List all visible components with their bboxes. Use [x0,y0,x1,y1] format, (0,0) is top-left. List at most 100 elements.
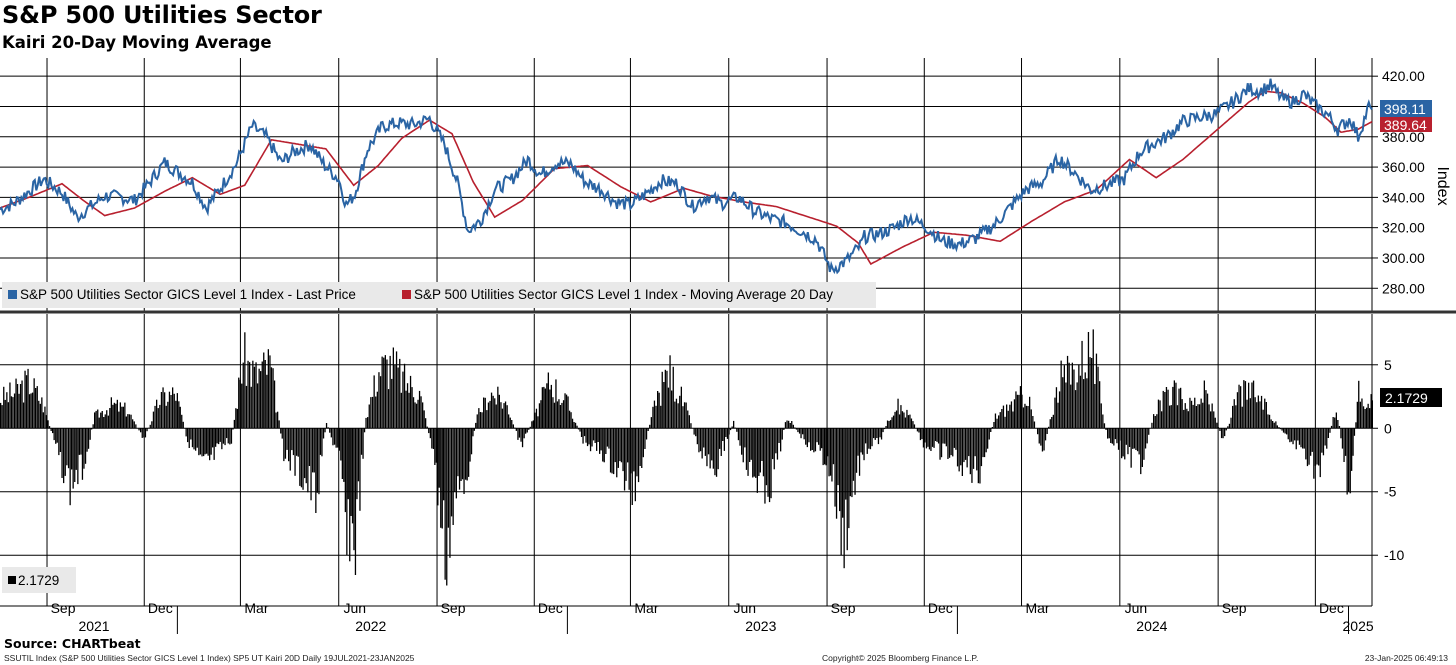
kairi-bar [669,355,671,429]
kairi-bar [244,332,246,429]
kairi-bar [438,428,440,488]
kairi-bar [549,389,551,429]
kairi-bar [429,428,431,439]
kairi-bar [289,428,291,471]
kairi-bar [512,424,514,429]
kairi-bar [597,428,599,442]
kairi-bar [623,428,626,491]
kairi-bar [1146,428,1148,444]
kairi-bar [1156,414,1158,429]
kairi-bar [224,428,226,446]
kairi-bar [24,370,26,429]
x-month-label: Dec [1319,600,1344,616]
kairi-bar [1286,428,1288,435]
kairi-bar [1211,403,1213,429]
x-month-label: Dec [538,600,563,616]
kairi-bar [381,356,383,429]
kairi-bar [100,412,102,429]
kairi-bar [360,428,363,455]
kairi-bar [854,428,856,495]
chart-title: S&P 500 Utilities Sector [2,1,322,29]
kairi-bar [31,392,34,429]
kairi-bar [1060,360,1062,429]
kairi-bar [1308,428,1310,465]
kairi-bar [1041,428,1044,452]
x-year-label: 2024 [1136,618,1167,634]
kairi-bar [541,387,543,429]
kairi-last-value: 2.1729 [1385,390,1428,406]
kairi-bar [1044,428,1047,441]
kairi-bar [879,428,881,438]
kairi-bar [559,405,562,429]
kairi-bar [213,428,215,460]
kairi-bar [627,428,629,463]
kairi-bar [802,428,804,435]
kairi-bar [930,428,932,451]
kairi-bar [947,428,949,459]
kairi-bar [608,428,610,449]
kairi-bar [1259,401,1261,429]
kairi-bar [987,428,989,449]
legend-swatch-price [8,290,17,299]
kairi-bar [832,428,835,465]
kairi-bar [19,384,22,429]
kairi-bar [338,428,340,451]
kairi-bar [1338,426,1341,429]
kairi-bar [487,402,490,429]
kairi-bar [824,428,826,465]
kairi-bar [983,428,986,458]
kairi-bar [1038,428,1040,444]
kairi-bar [639,428,641,466]
kairi-bar [1289,428,1291,443]
kairi-bar [999,412,1001,429]
kairi-bar [849,428,851,497]
kairi-bar [690,423,692,429]
price-last-value: 398.11 [1384,101,1426,117]
kairi-bar [688,415,690,429]
kairi-bar [990,428,992,432]
kairi-bar [866,428,868,454]
kairi-bar [1246,399,1248,429]
kairi-bar [1051,417,1053,429]
kairi-bar [577,428,580,430]
kairi-bar [1007,410,1009,429]
kairi-bar [1192,404,1194,429]
kairi-bar [272,368,274,429]
kairi-bar [245,385,248,429]
kairi-bar [778,428,780,443]
kairi-bar [567,396,569,429]
kairi-bar [528,428,530,430]
kairi-bar [1249,398,1251,429]
kairi-bar [1178,388,1180,429]
kairi-bar [822,428,824,466]
kairi-bar [1009,404,1011,429]
kairi-bar [546,383,548,429]
x-month-label: Dec [928,600,953,616]
kairi-bar [58,428,60,456]
kairi-bar [829,428,832,476]
kairi-bar [537,416,539,429]
kairi-bar [1136,428,1139,452]
kairi-bar [242,362,244,429]
kairi-bar [13,393,16,429]
chart-subtitle: Kairi 20-Day Moving Average [2,33,272,52]
kairi-bar [1074,390,1077,429]
kairi-bar [1021,394,1023,429]
kairi-bar [1355,422,1357,429]
kairi-bar [685,402,687,429]
kairi-bar [698,428,700,453]
kairi-bar [561,402,563,429]
kairi-bar [304,428,306,479]
kairi-bar [837,428,839,486]
footer-copyright: Copyright© 2025 Bloomberg Finance L.P. [822,653,979,663]
kairi-bar [667,387,670,429]
kairi-bar [709,428,711,469]
kairi-bar [83,428,85,469]
kairi-bar [1241,406,1243,429]
kairi-bar [3,386,5,429]
kairi-bar [617,428,619,468]
kairi-bar [503,403,505,429]
kairi-bar [30,393,32,429]
kairi-bar [1032,416,1034,429]
kairi-bar [852,428,855,481]
